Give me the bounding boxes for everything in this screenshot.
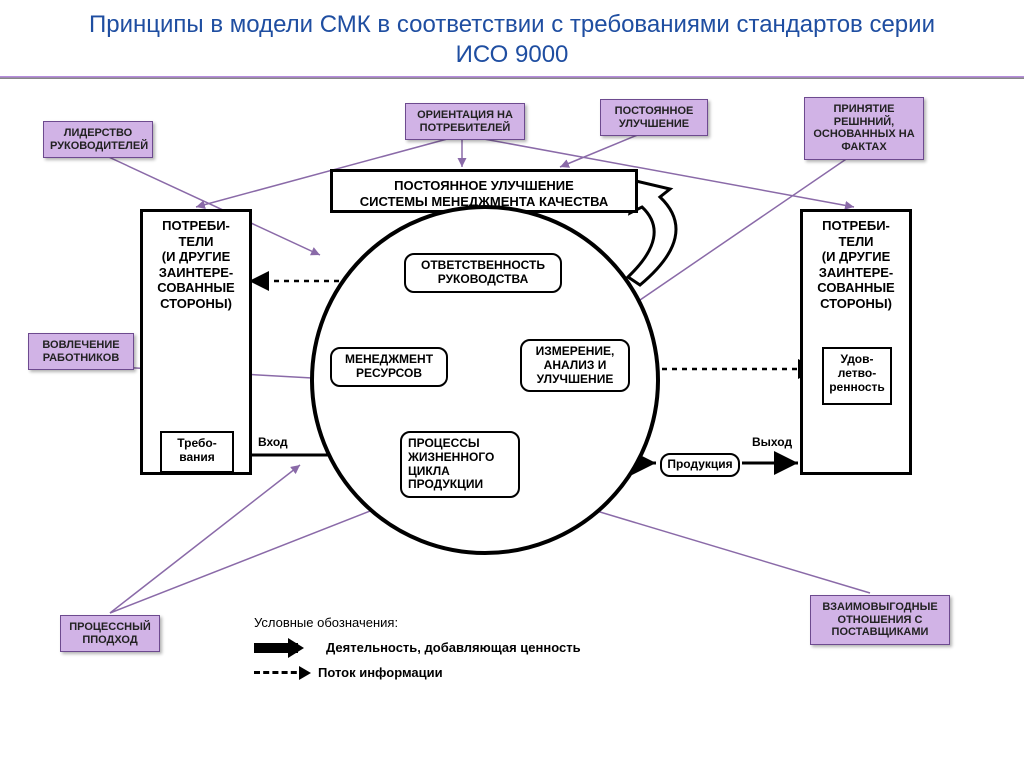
box-management: МЕНЕДЖМЕНТ РЕСУРСОВ xyxy=(330,347,448,387)
box-processes: ПРОЦЕССЫ ЖИЗНЕННОГО ЦИКЛА ПРОДУКЦИИ xyxy=(400,431,520,498)
divider xyxy=(0,76,1024,79)
box-label: ПОТРЕБИ- ТЕЛИ (И ДРУГИЕ ЗАИНТЕРЕ- СОВАНН… xyxy=(147,218,245,312)
legend-row-dashed: Поток информации xyxy=(254,665,581,680)
callout-decisions: ПРИНЯТИЕ РЕШННИЙ, ОСНОВАННЫХ НА ФАКТАХ xyxy=(804,97,924,160)
callout-improvement: ПОСТОЯННОЕ УЛУЧШЕНИЕ xyxy=(600,99,708,136)
page-title: Принципы в модели СМК в соответствии с т… xyxy=(0,0,1024,76)
box-label: Требо- вания xyxy=(177,436,216,464)
box-product: Продукция xyxy=(660,453,740,477)
callout-involvement: ВОВЛЕЧЕНИЕ РАБОТНИКОВ xyxy=(28,333,134,370)
box-label: ИЗМЕРЕНИЕ, АНАЛИЗ И УЛУЧШЕНИЕ xyxy=(536,344,615,386)
solid-arrow-icon xyxy=(254,643,298,653)
label-input: Вход xyxy=(258,435,288,449)
box-label: ОТВЕТСТВЕННОСТЬ РУКОВОДСТВА xyxy=(421,258,545,286)
box-satisfaction: Удов- летво- ренность xyxy=(822,347,892,405)
legend-label: Деятельность, добавляющая ценность xyxy=(326,640,581,655)
callout-process: ПРОЦЕССНЫЙ ППОДХОД xyxy=(60,615,160,652)
legend-label: Поток информации xyxy=(318,665,443,680)
callout-leadership: ЛИДЕРСТВО РУКОВОДИТЕЛЕЙ xyxy=(43,121,153,158)
label-output: Выход xyxy=(752,435,792,449)
legend-header: Условные обозначения: xyxy=(254,615,581,630)
dashed-arrow-icon xyxy=(254,671,306,674)
box-label: ПОТРЕБИ- ТЕЛИ (И ДРУГИЕ ЗАИНТЕРЕ- СОВАНН… xyxy=(807,218,905,312)
box-requirements: Требо- вания xyxy=(160,431,234,473)
box-label: ПРОЦЕССЫ ЖИЗНЕННОГО ЦИКЛА ПРОДУКЦИИ xyxy=(408,437,484,492)
callout-orientation: ОРИЕНТАЦИЯ НА ПОТРЕБИТЕЛЕЙ xyxy=(405,103,525,140)
legend: Условные обозначения: Деятельность, доба… xyxy=(254,615,581,680)
callout-suppliers: ВЗАИМОВЫГОДНЫЕ ОТНОШЕНИЯ С ПОСТАВЩИКАМИ xyxy=(810,595,950,645)
box-label: ПОСТОЯННОЕ УЛУЧШЕНИЕ СИСТЕМЫ МЕНЕДЖМЕНТА… xyxy=(360,178,608,209)
box-consumers-right: ПОТРЕБИ- ТЕЛИ (И ДРУГИЕ ЗАИНТЕРЕ- СОВАНН… xyxy=(800,209,912,475)
box-responsibility: ОТВЕТСТВЕННОСТЬ РУКОВОДСТВА xyxy=(404,253,562,293)
box-label: Продукция xyxy=(667,457,732,471)
diagram-canvas: ЛИДЕРСТВО РУКОВОДИТЕЛЕЙ ОРИЕНТАЦИЯ НА ПО… xyxy=(0,85,1024,765)
box-label: МЕНЕДЖМЕНТ РЕСУРСОВ xyxy=(345,352,433,380)
legend-row-solid: Деятельность, добавляющая ценность xyxy=(254,640,581,655)
box-label: Удов- летво- ренность xyxy=(829,352,885,394)
box-measurement: ИЗМЕРЕНИЕ, АНАЛИЗ И УЛУЧШЕНИЕ xyxy=(520,339,630,392)
